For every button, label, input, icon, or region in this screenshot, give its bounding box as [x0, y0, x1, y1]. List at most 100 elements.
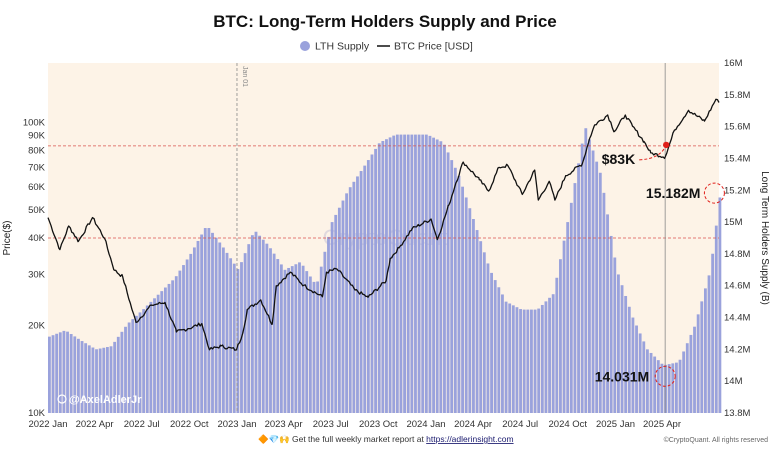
lth-supply-bar: [591, 150, 595, 413]
lth-supply-bar: [656, 360, 660, 413]
lth-supply-bar: [602, 192, 606, 413]
author-badge: @AxelAdlerJr: [57, 394, 142, 406]
lth-supply-bar: [269, 248, 272, 413]
legend-lth-label: LTH Supply: [315, 41, 370, 53]
lth-supply-bar: [646, 349, 649, 413]
lth-supply-bar: [207, 228, 211, 413]
right-tick-label: 15.2M: [724, 185, 750, 196]
author-handle: @AxelAdlerJr: [69, 394, 142, 406]
lth-supply-bar: [562, 240, 566, 413]
lth-supply-bar: [66, 331, 69, 413]
lth-supply-bar: [48, 336, 51, 413]
lth-supply-bar: [457, 175, 461, 413]
annotations: $83K 15.182M 14.031M: [595, 141, 725, 387]
lth-supply-bar: [84, 343, 88, 413]
at-icon: [57, 394, 67, 404]
left-tick-label: 70K: [28, 162, 46, 173]
left-tick-label: 50K: [28, 205, 46, 216]
lth-supply-bar: [69, 334, 73, 413]
lth-supply-bar: [105, 347, 109, 413]
lth-supply-bar: [566, 222, 570, 413]
footer-emoji: 🔶💎🙌: [258, 434, 290, 444]
lth-supply-bar: [504, 301, 508, 413]
lth-supply-bar: [410, 134, 414, 413]
lth-supply-bar: [432, 137, 435, 414]
lth-supply-bar: [363, 165, 367, 413]
lth-supply-bar: [138, 312, 142, 413]
lth-supply-bar: [559, 259, 562, 413]
lth-supply-bar: [163, 287, 167, 413]
lth-supply-bar: [171, 280, 175, 413]
lth-supply-bar: [87, 345, 91, 413]
lth-supply-bar: [214, 237, 218, 413]
left-tick-label: 10K: [28, 408, 46, 419]
footer-link[interactable]: https://adlerinsight.com: [426, 434, 513, 444]
lth-supply-bar: [588, 139, 591, 414]
btc-price-line: [47, 98, 720, 351]
price-83k-label: $83K: [602, 151, 635, 167]
footer: 🔶💎🙌 Get the full weekly market report at…: [258, 434, 768, 444]
lth-supply-bar: [134, 315, 138, 413]
lth-supply-bar: [475, 230, 479, 413]
x-tick-label: 2025 Jan: [596, 419, 635, 430]
lth-supply-bar: [109, 346, 113, 413]
lth-supply-bar: [540, 304, 544, 413]
lth-supply-bar: [203, 228, 207, 413]
lth-supply-bar: [464, 197, 468, 413]
lth-supply-bar: [131, 319, 135, 413]
lth-supply-bar: [609, 235, 613, 413]
lth-supply-bar: [624, 295, 628, 413]
lth-supply-bar: [381, 141, 385, 413]
lth-supply-bar: [116, 336, 120, 413]
lth-supply-bar: [247, 244, 251, 413]
right-tick-label: 14.2M: [724, 344, 750, 355]
x-tick-label: 2022 Apr: [76, 419, 114, 430]
lth-supply-bar: [501, 294, 504, 413]
right-axis-title: Long Term Holders Supply (B): [759, 171, 770, 305]
x-tick-label: 2023 Jul: [313, 419, 349, 430]
lth-supply-bar: [145, 305, 149, 413]
lth-supply-bar: [693, 326, 696, 413]
lth-supply-bar: [555, 277, 559, 413]
lth-supply-bar: [370, 154, 374, 414]
supply-low-circle: [654, 365, 676, 387]
x-tick-label: 2023 Jan: [217, 419, 256, 430]
lth-supply-bar: [356, 176, 359, 413]
right-tick-label: 14.4M: [724, 313, 750, 324]
lth-supply-bar: [185, 259, 189, 413]
lth-supply-bar: [450, 160, 454, 413]
lth-supply-bar: [301, 265, 305, 413]
lth-supply-bar: [548, 297, 551, 413]
lth-supply-bar: [316, 281, 320, 413]
lth-supply-bar: [232, 263, 236, 413]
lth-supply-bar: [613, 257, 617, 413]
lth-supply-bar: [696, 314, 700, 413]
lth-supply-bar: [294, 264, 298, 413]
lth-supply-bar: [287, 267, 291, 413]
lth-supply-bar: [482, 252, 486, 413]
supply-high-circle: [703, 182, 725, 204]
lth-supply-bar: [479, 241, 483, 413]
lth-supply-bar: [308, 276, 312, 413]
lth-supply-bar: [330, 222, 334, 413]
lth-supply-bar: [377, 143, 381, 413]
lth-supply-bar: [265, 243, 269, 413]
lth-supply-bar: [414, 134, 417, 413]
lth-supply-bar: [156, 294, 160, 413]
right-tick-label: 14.6M: [724, 281, 750, 292]
lth-supply-bar: [254, 231, 258, 413]
lth-supply-bar: [319, 266, 323, 413]
lth-supply-bar: [595, 161, 599, 413]
supply-low-label: 14.031M: [595, 368, 649, 384]
lth-supply-bar: [671, 363, 675, 413]
lth-supply-bar: [348, 187, 352, 413]
lth-supply-bar: [435, 139, 439, 413]
lth-supply-bar: [598, 172, 602, 413]
lth-supply-bar: [102, 347, 106, 413]
lth-supply-bar: [490, 272, 493, 413]
lth-supply-bar: [160, 291, 164, 413]
lth-supply-bar: [620, 285, 624, 413]
lth-supply-bar: [667, 364, 671, 413]
axis-ticks: 10K 20K 30K 40K 50K 60K 70K 80K 90K 100K 13.8M 14M 1…: [23, 58, 751, 430]
